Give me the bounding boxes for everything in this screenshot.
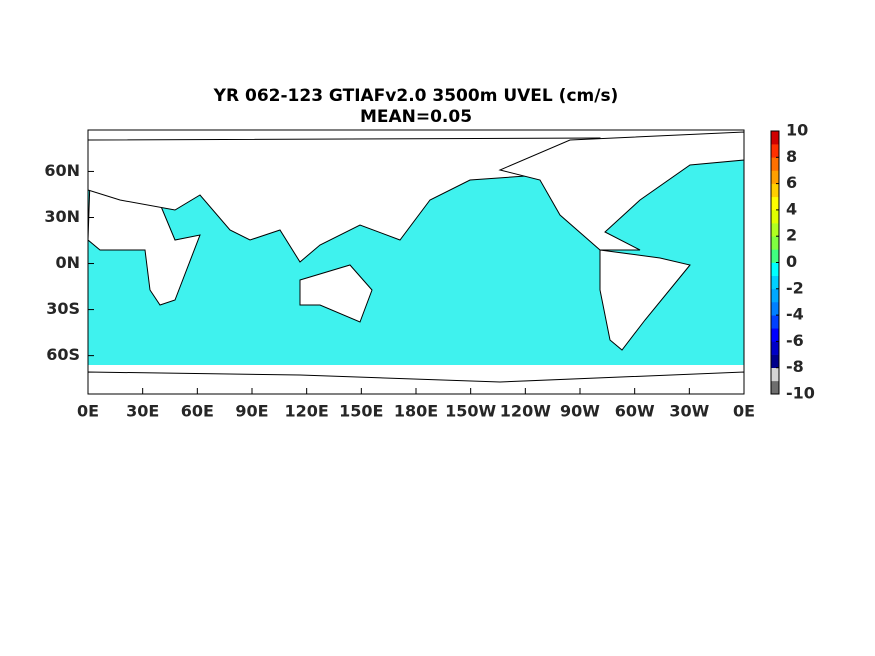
colorbar-band xyxy=(771,249,779,263)
x-tick-label: 30W xyxy=(669,402,709,421)
colorbar-band xyxy=(771,275,779,290)
y-tick-label: 0N xyxy=(55,253,80,272)
colorbar-band xyxy=(771,196,779,211)
y-tick-label: 60S xyxy=(46,345,80,364)
y-tick-label: 60N xyxy=(44,161,80,180)
colorbar-band xyxy=(771,170,779,184)
colorbar-band xyxy=(771,144,779,158)
colorbar-band xyxy=(771,354,779,368)
africa xyxy=(87,179,201,306)
colorbar-band xyxy=(771,209,779,224)
colorbar-band xyxy=(771,301,779,316)
x-tick-label: 30E xyxy=(126,402,159,421)
colorbar-band xyxy=(771,236,779,250)
x-tick-label: 180E xyxy=(394,402,438,421)
colorbar-band xyxy=(771,183,779,198)
colorbar-tick-label: 2 xyxy=(786,226,797,245)
title: YR 062-123 GTIAFv2.0 3500m UVEL (cm/s) xyxy=(213,86,619,106)
arctic xyxy=(88,130,744,140)
colorbar-tick-label: 10 xyxy=(786,121,808,140)
x-tick-label: 0E xyxy=(77,402,99,421)
colorbar-band xyxy=(771,341,779,355)
colorbar-tick-label: 0 xyxy=(786,252,797,271)
subtitle: MEAN=0.05 xyxy=(360,107,472,127)
colorbar-tick-label: -2 xyxy=(786,278,804,297)
colorbar-band xyxy=(771,131,779,145)
colorbar-band xyxy=(771,223,779,237)
colorbar-band xyxy=(771,157,779,171)
map-field xyxy=(87,129,745,395)
colorbar-tick-label: -4 xyxy=(786,305,804,324)
australia xyxy=(299,264,373,323)
colorbar-band xyxy=(771,380,779,395)
x-tick-label: 0E xyxy=(733,402,755,421)
colorbar-band xyxy=(771,367,779,382)
colorbar-band xyxy=(771,288,779,303)
y-tick-label: 30S xyxy=(46,299,80,318)
colorbar-tick-label: 8 xyxy=(786,147,797,166)
colorbar-band xyxy=(771,262,779,276)
colorbar-tick-label: -6 xyxy=(786,331,804,350)
colorbar-tick-label: 4 xyxy=(786,199,797,218)
x-tick-label: 60W xyxy=(615,402,655,421)
x-tick-label: 60E xyxy=(181,402,214,421)
x-tick-label: 150W xyxy=(445,402,496,421)
south-america xyxy=(599,249,691,351)
y-tick-label: 30N xyxy=(44,207,80,226)
x-tick-label: 120E xyxy=(285,402,329,421)
colorbar-tick-label: 6 xyxy=(786,173,797,192)
x-tick-label: 120W xyxy=(500,402,551,421)
x-tick-label: 150E xyxy=(339,402,383,421)
x-tick-label: 90W xyxy=(560,402,600,421)
colorbar-tick-label: -10 xyxy=(786,384,815,403)
x-tick-label: 90E xyxy=(235,402,268,421)
colorbar-tick-label: -8 xyxy=(786,357,804,376)
colorbar-band xyxy=(771,328,779,342)
colorbar-band xyxy=(771,315,779,329)
